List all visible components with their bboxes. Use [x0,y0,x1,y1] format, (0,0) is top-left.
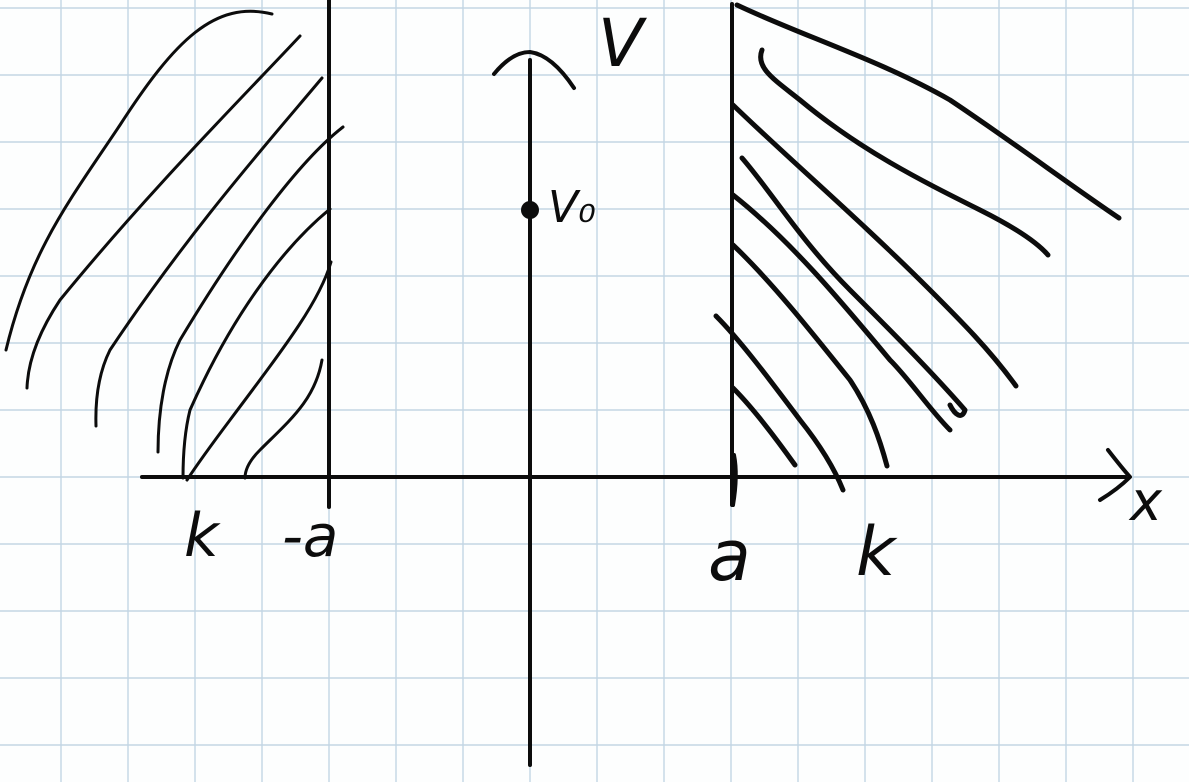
x-axis-arrowhead [1098,448,1132,502]
right-hatch-region [713,2,1122,493]
v0-label: V₀ [548,182,596,233]
y-axis-arrowhead [492,50,576,90]
tick-right-a [731,453,738,507]
left-k-label: k [184,501,221,571]
y-axis-label: V [598,5,647,82]
v0-point [521,201,539,219]
left-a-label: -a [282,502,338,570]
left-hatch-region [4,9,345,482]
right-a-label: a [708,515,751,597]
x-axis-label: x [1128,470,1163,533]
right-k-label: k [856,513,898,592]
